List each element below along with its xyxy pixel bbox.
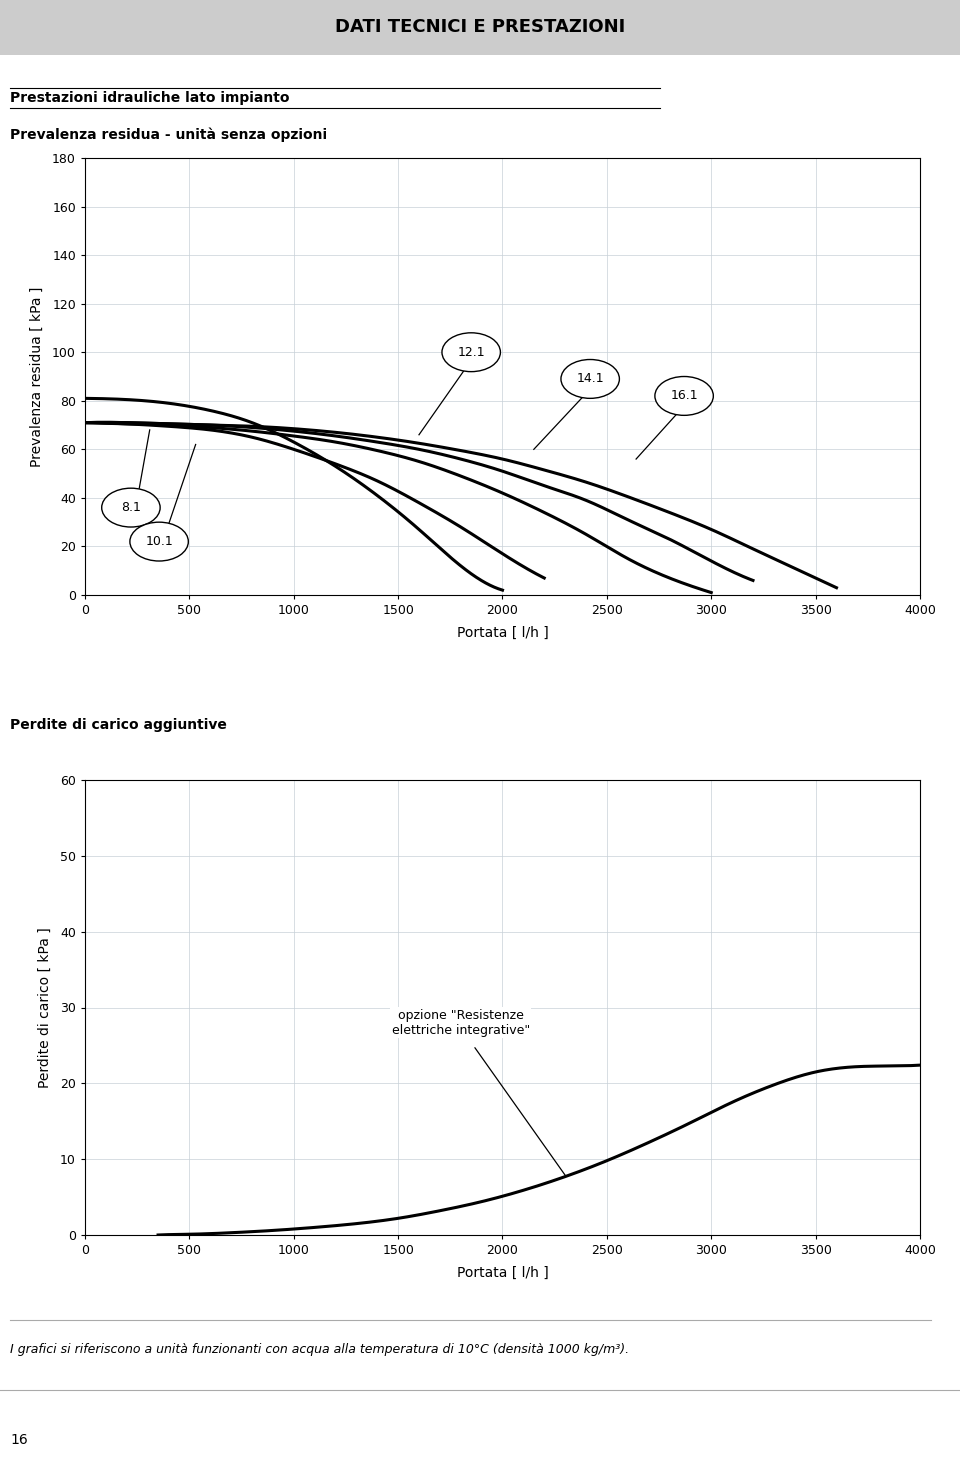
Text: 8.1: 8.1: [121, 501, 141, 515]
Text: 16: 16: [10, 1433, 28, 1447]
Ellipse shape: [130, 522, 188, 561]
X-axis label: Portata [ l/h ]: Portata [ l/h ]: [457, 626, 548, 639]
Text: 12.1: 12.1: [457, 345, 485, 358]
Text: 10.1: 10.1: [145, 535, 173, 548]
Ellipse shape: [655, 377, 713, 415]
Text: Prevalenza residua - unità senza opzioni: Prevalenza residua - unità senza opzioni: [10, 127, 327, 142]
Text: 14.1: 14.1: [576, 373, 604, 386]
Text: DATI TECNICI E PRESTAZIONI: DATI TECNICI E PRESTAZIONI: [335, 18, 625, 37]
Ellipse shape: [561, 360, 619, 398]
Y-axis label: Perdite di carico [ kPa ]: Perdite di carico [ kPa ]: [37, 927, 52, 1088]
Text: 16.1: 16.1: [670, 389, 698, 402]
Text: I grafici si riferiscono a unità funzionanti con acqua alla temperatura di 10°C : I grafici si riferiscono a unità funzion…: [10, 1344, 629, 1357]
Y-axis label: Prevalenza residua [ kPa ]: Prevalenza residua [ kPa ]: [30, 287, 44, 466]
Ellipse shape: [442, 333, 500, 371]
X-axis label: Portata [ l/h ]: Portata [ l/h ]: [457, 1266, 548, 1279]
Text: opzione "Resistenze
elettriche integrative": opzione "Resistenze elettriche integrati…: [392, 1009, 530, 1037]
Text: Perdite di carico aggiuntive: Perdite di carico aggiuntive: [10, 718, 227, 732]
Text: Prestazioni idrauliche lato impianto: Prestazioni idrauliche lato impianto: [10, 91, 290, 105]
Ellipse shape: [102, 488, 160, 526]
